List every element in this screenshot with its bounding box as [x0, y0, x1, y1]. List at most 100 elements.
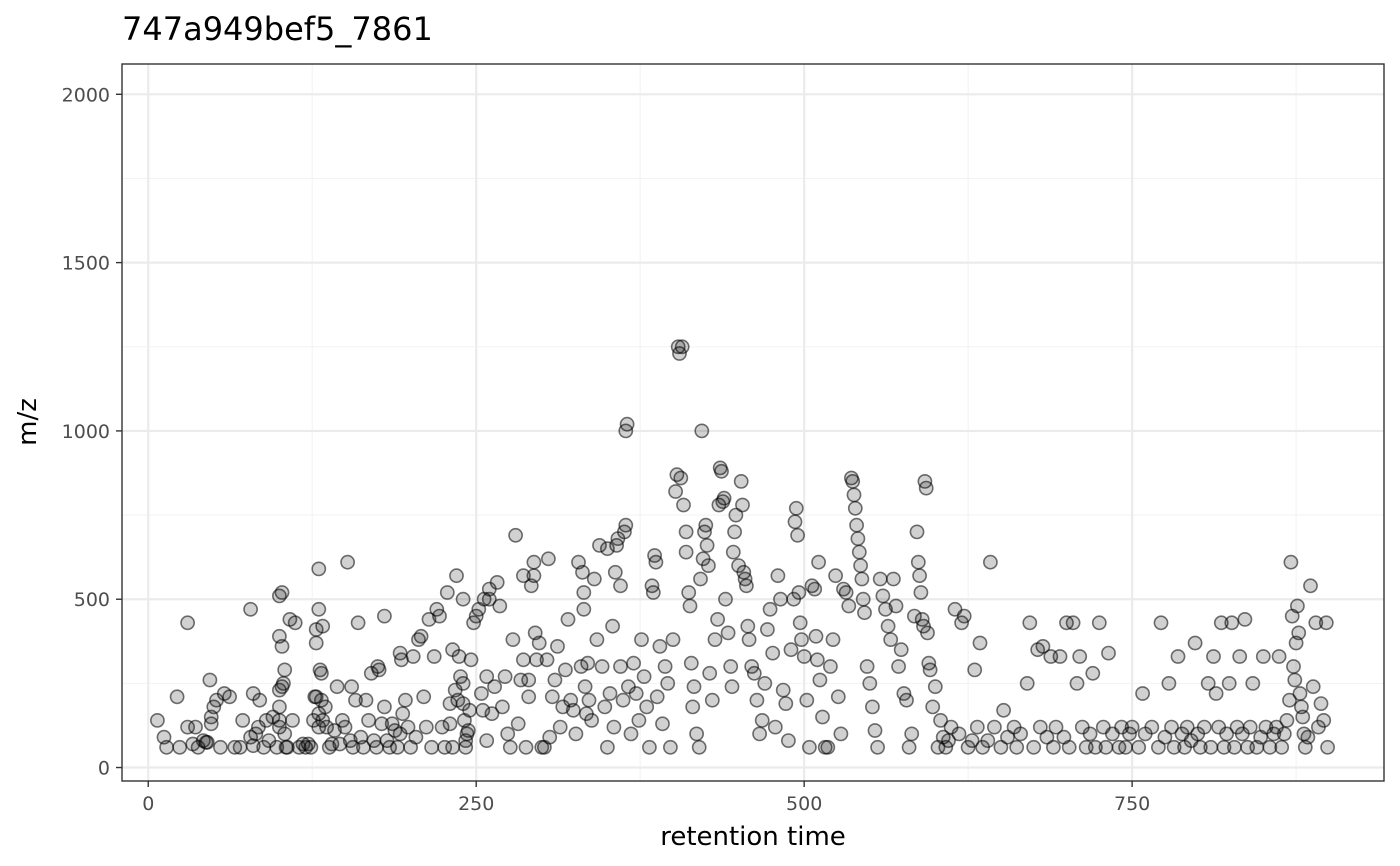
data-point [202, 672, 218, 688]
y-axis: 0 500 1000 1500 2000 [62, 84, 122, 780]
data-point [883, 632, 899, 647]
data-point [1161, 676, 1177, 691]
x-tick-label: 750 [1114, 793, 1150, 815]
data-point [426, 649, 442, 664]
data-point [1219, 726, 1234, 742]
data-point [510, 716, 526, 732]
data-point [867, 723, 883, 738]
data-point [541, 551, 556, 567]
data-point [710, 612, 725, 627]
data-point [413, 628, 429, 644]
data-point [481, 591, 497, 607]
data-point [767, 719, 783, 735]
data-point [665, 632, 681, 647]
data-point [678, 544, 694, 560]
data-point [1279, 713, 1295, 728]
data-point [636, 669, 652, 684]
data-point [854, 571, 870, 587]
data-point [920, 625, 935, 641]
data-point [329, 679, 345, 695]
data-point [1170, 649, 1186, 664]
data-point [1303, 578, 1318, 594]
data-point [432, 608, 447, 624]
data-point [847, 500, 863, 516]
data-point [502, 739, 518, 755]
data-point [606, 719, 622, 735]
data-point [1316, 713, 1332, 728]
data-point [439, 585, 455, 600]
data-point [521, 689, 537, 705]
data-point [657, 659, 673, 674]
data-point [508, 527, 523, 543]
data-point [872, 571, 888, 587]
data-point [904, 726, 920, 742]
data-point [1203, 739, 1219, 755]
data-point [607, 564, 623, 580]
data-point [232, 739, 248, 755]
data-point [1135, 686, 1150, 701]
data-point [1026, 739, 1042, 755]
data-point [1196, 719, 1212, 735]
data-point [983, 554, 998, 570]
data-point [846, 487, 862, 503]
x-tick-label: 0 [142, 793, 154, 815]
data-point [857, 605, 872, 621]
data-point [311, 561, 327, 577]
data-point [455, 676, 471, 691]
data-point [770, 568, 786, 584]
data-point [1013, 726, 1028, 742]
data-point [1192, 739, 1208, 755]
data-point [891, 659, 906, 674]
data-point [739, 578, 754, 594]
data-point [308, 635, 324, 651]
data-point [376, 699, 392, 715]
data-point [1237, 612, 1253, 627]
data-point [823, 659, 838, 674]
data-point [925, 699, 941, 715]
data-point [1320, 739, 1335, 755]
data-point [972, 635, 988, 651]
data-point [987, 719, 1002, 735]
data-point [623, 726, 639, 742]
data-point [1318, 615, 1334, 631]
data-point [1308, 615, 1324, 631]
data-point [967, 662, 983, 678]
data-point [1300, 729, 1316, 745]
data-point [880, 618, 896, 634]
data-point [505, 632, 521, 647]
data-point [449, 568, 464, 584]
data-point [668, 484, 683, 499]
data-point [1085, 665, 1101, 681]
data-point [442, 716, 458, 732]
data-point [455, 591, 471, 607]
data-point [790, 527, 805, 543]
data-point [416, 689, 432, 705]
data-point [361, 713, 376, 728]
data-point [1282, 692, 1297, 708]
data-point [645, 585, 661, 600]
data-point [718, 591, 733, 607]
data-point [888, 598, 904, 614]
data-point [809, 652, 825, 668]
data-point [674, 339, 690, 355]
data-point [565, 702, 581, 718]
data-point [855, 591, 871, 607]
data-point [1082, 726, 1098, 742]
y-tick-label: 0 [98, 758, 110, 780]
data-point [907, 608, 922, 624]
data-point [811, 554, 826, 570]
data-point [833, 726, 849, 742]
data-point [1274, 739, 1290, 755]
data-point [746, 665, 762, 681]
data-point [825, 632, 841, 647]
data-point [1290, 598, 1305, 614]
data-point [600, 739, 615, 755]
data-point [550, 639, 565, 654]
data-point [552, 719, 568, 735]
data-point [787, 514, 803, 530]
data-point [933, 713, 948, 728]
data-point [460, 723, 476, 738]
data-point [1153, 615, 1169, 631]
data-point [594, 659, 610, 674]
data-point [589, 632, 605, 647]
